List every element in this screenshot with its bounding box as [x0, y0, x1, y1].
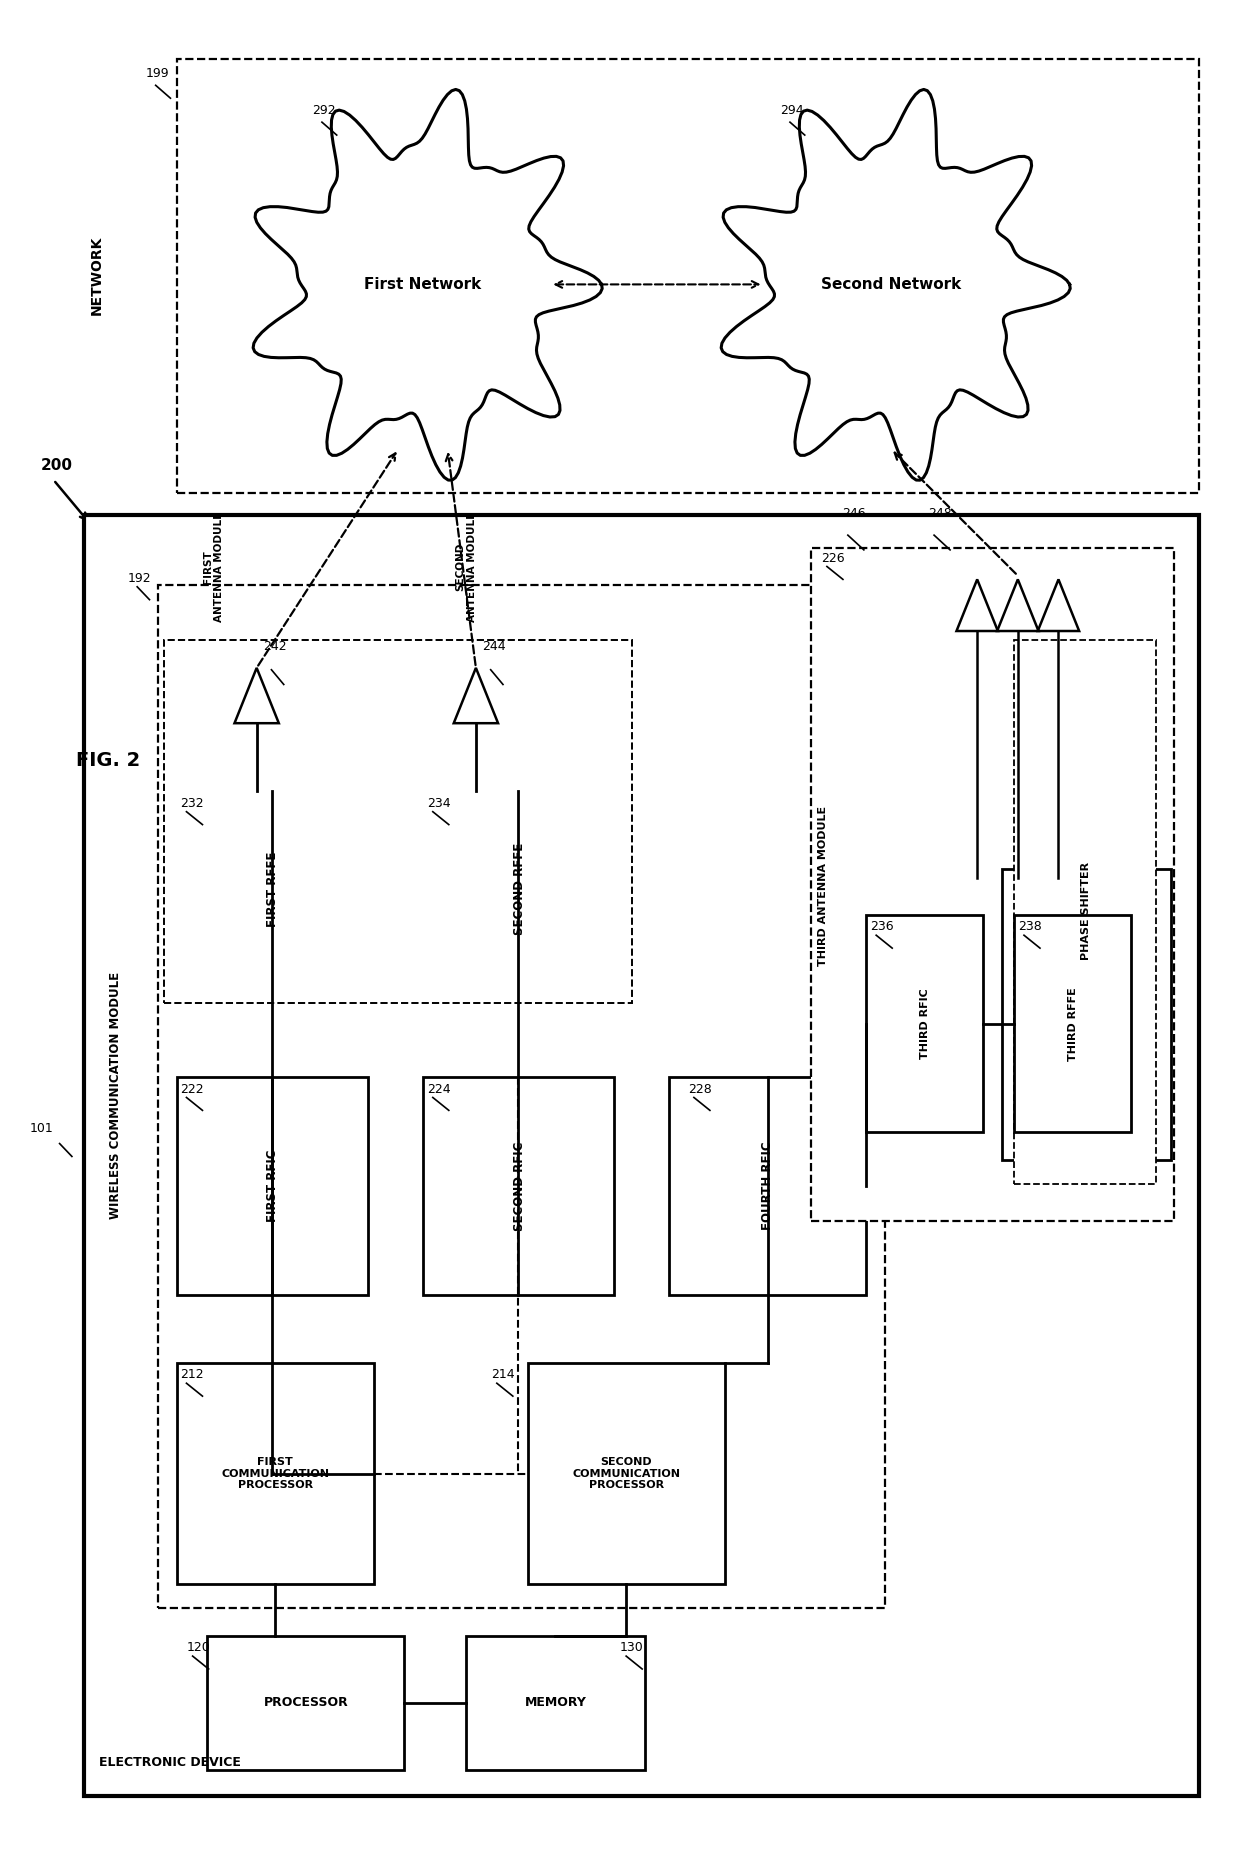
- Text: 120: 120: [186, 1641, 211, 1654]
- Text: 234: 234: [427, 796, 450, 809]
- Text: 212: 212: [180, 1369, 203, 1382]
- Text: SECOND RFFE: SECOND RFFE: [512, 843, 526, 935]
- Text: NETWORK: NETWORK: [89, 235, 104, 315]
- Bar: [1014, 915, 1131, 1132]
- Bar: [164, 641, 632, 1004]
- Text: SECOND
ANTENNA MODULE: SECOND ANTENNA MODULE: [455, 511, 477, 622]
- Text: 226: 226: [821, 552, 844, 565]
- Text: FIRST RFIC: FIRST RFIC: [267, 1150, 279, 1222]
- Text: FIG. 2: FIG. 2: [76, 750, 140, 770]
- Text: 246: 246: [842, 507, 866, 520]
- Bar: [176, 1363, 373, 1583]
- Bar: [1002, 869, 1171, 1159]
- Text: ELECTRONIC DEVICE: ELECTRONIC DEVICE: [99, 1756, 241, 1769]
- Bar: [176, 1078, 367, 1295]
- Text: Second Network: Second Network: [821, 278, 961, 293]
- Text: 214: 214: [491, 1369, 515, 1382]
- Text: THIRD RFFE: THIRD RFFE: [1068, 987, 1079, 1061]
- Bar: [207, 1635, 404, 1771]
- Text: 292: 292: [312, 104, 336, 117]
- Text: 228: 228: [688, 1083, 712, 1096]
- Text: 192: 192: [128, 572, 151, 585]
- Bar: [811, 548, 1174, 1220]
- Text: First Network: First Network: [365, 278, 481, 293]
- Text: 242: 242: [263, 641, 286, 654]
- Text: WIRELESS COMMUNICATION MODULE: WIRELESS COMMUNICATION MODULE: [109, 972, 122, 1219]
- Bar: [423, 1078, 614, 1295]
- Text: PROCESSOR: PROCESSOR: [264, 1696, 348, 1709]
- Bar: [670, 1078, 867, 1295]
- Text: FIRST
COMMUNICATION
PROCESSOR: FIRST COMMUNICATION PROCESSOR: [221, 1458, 329, 1491]
- Text: SECOND
COMMUNICATION
PROCESSOR: SECOND COMMUNICATION PROCESSOR: [572, 1458, 681, 1491]
- Text: 199: 199: [146, 67, 170, 80]
- Text: FIRST
ANTENNA MODULE: FIRST ANTENNA MODULE: [203, 511, 224, 622]
- Text: THIRD ANTENNA MODULE: THIRD ANTENNA MODULE: [818, 806, 828, 965]
- Text: PHASE SHIFTER: PHASE SHIFTER: [1080, 863, 1090, 961]
- Text: 236: 236: [870, 920, 894, 933]
- Text: 248: 248: [928, 507, 951, 520]
- Text: 130: 130: [620, 1641, 644, 1654]
- Text: 294: 294: [780, 104, 804, 117]
- Text: 244: 244: [482, 641, 506, 654]
- Bar: [867, 915, 983, 1132]
- Text: FIRST RFFE: FIRST RFFE: [267, 852, 279, 926]
- Text: MEMORY: MEMORY: [525, 1696, 587, 1709]
- Bar: [84, 515, 1199, 1796]
- Text: 101: 101: [30, 1122, 53, 1135]
- Text: 238: 238: [1018, 920, 1042, 933]
- Bar: [1014, 641, 1156, 1183]
- Bar: [423, 791, 614, 985]
- Bar: [466, 1635, 645, 1771]
- Text: FOURTH RFIC: FOURTH RFIC: [761, 1141, 774, 1230]
- Text: THIRD RFIC: THIRD RFIC: [920, 989, 930, 1059]
- Bar: [176, 791, 367, 985]
- Text: 224: 224: [427, 1083, 450, 1096]
- Text: 200: 200: [41, 457, 73, 472]
- Bar: [528, 1363, 724, 1583]
- Text: SECOND RFIC: SECOND RFIC: [512, 1141, 526, 1230]
- Text: 232: 232: [180, 796, 203, 809]
- Text: 222: 222: [180, 1083, 203, 1096]
- Bar: [176, 59, 1199, 493]
- Bar: [159, 585, 885, 1608]
